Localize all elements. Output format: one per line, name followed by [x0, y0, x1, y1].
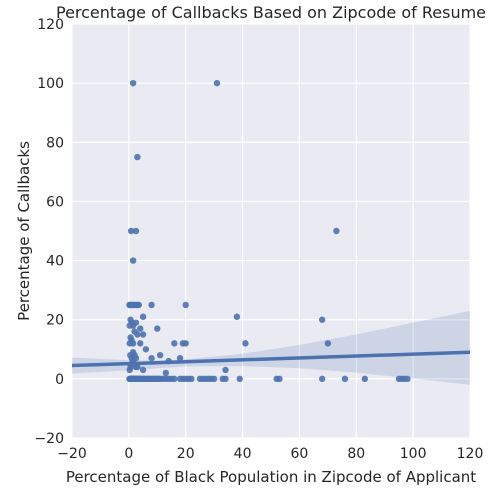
data-point [324, 340, 332, 347]
x-axis-title: Percentage of Black Population in Zipcod… [66, 468, 476, 486]
x-tick-labels: −20 0 20 40 60 80 100 120 [57, 446, 483, 462]
data-point [154, 325, 161, 332]
y-tick-label: 0 [55, 372, 64, 388]
data-point [222, 366, 229, 374]
data-point [132, 319, 140, 326]
y-tick-label: 20 [46, 313, 64, 329]
data-point [137, 325, 144, 332]
data-point [341, 375, 349, 383]
y-tick-label: 100 [37, 76, 64, 92]
confidence-band [72, 310, 470, 385]
data-point [171, 340, 178, 347]
x-tick-label: 60 [291, 446, 309, 462]
data-point [137, 340, 144, 347]
data-point [171, 375, 178, 383]
y-tick-label: 80 [46, 135, 64, 151]
data-point [134, 363, 141, 371]
confidence-band-layer [72, 310, 470, 385]
data-point [132, 227, 140, 235]
y-tick-label: 120 [37, 17, 64, 33]
data-point [404, 375, 411, 383]
data-point [135, 301, 143, 309]
x-tick-label: −20 [57, 446, 87, 462]
data-point [148, 301, 155, 309]
data-point [132, 354, 140, 362]
x-tick-label: 20 [177, 446, 195, 462]
y-tick-label: 60 [46, 194, 64, 210]
y-tick-label: 40 [46, 254, 64, 270]
data-point [148, 354, 155, 362]
y-tick-label: −20 [34, 431, 64, 447]
data-point [176, 354, 184, 362]
data-point [333, 227, 340, 235]
data-point [129, 340, 137, 347]
data-point [242, 340, 249, 347]
data-point [162, 369, 170, 377]
data-point [139, 313, 147, 320]
data-point [188, 375, 195, 383]
data-point [139, 366, 147, 374]
x-tick-label: 100 [400, 446, 427, 462]
regression-line-layer [71, 350, 471, 368]
data-point [129, 79, 137, 87]
data-point [156, 352, 164, 359]
data-point [142, 346, 150, 353]
data-point [233, 313, 241, 320]
data-point [276, 375, 283, 383]
data-point [213, 79, 221, 87]
data-point [182, 301, 189, 309]
data-point [182, 340, 189, 347]
data-point [318, 316, 326, 323]
data-point [318, 375, 326, 383]
data-point [129, 257, 137, 264]
x-tick-label: 120 [457, 446, 484, 462]
regression-line [71, 350, 471, 368]
data-point [236, 375, 243, 383]
data-point [222, 375, 229, 383]
data-point [361, 375, 369, 383]
data-point [134, 153, 141, 161]
y-tick-labels: −20 0 20 40 60 80 100 120 [34, 17, 64, 447]
data-point [139, 331, 147, 338]
x-tick-label: 80 [347, 446, 365, 462]
data-point [134, 331, 141, 338]
y-axis-title: Percentage of Callbacks [15, 141, 33, 321]
data-point [127, 227, 135, 235]
data-point [210, 375, 218, 383]
chart-title: Percentage of Callbacks Based on Zipcode… [56, 3, 486, 22]
x-tick-label: 0 [124, 446, 133, 462]
x-tick-label: 40 [234, 446, 252, 462]
